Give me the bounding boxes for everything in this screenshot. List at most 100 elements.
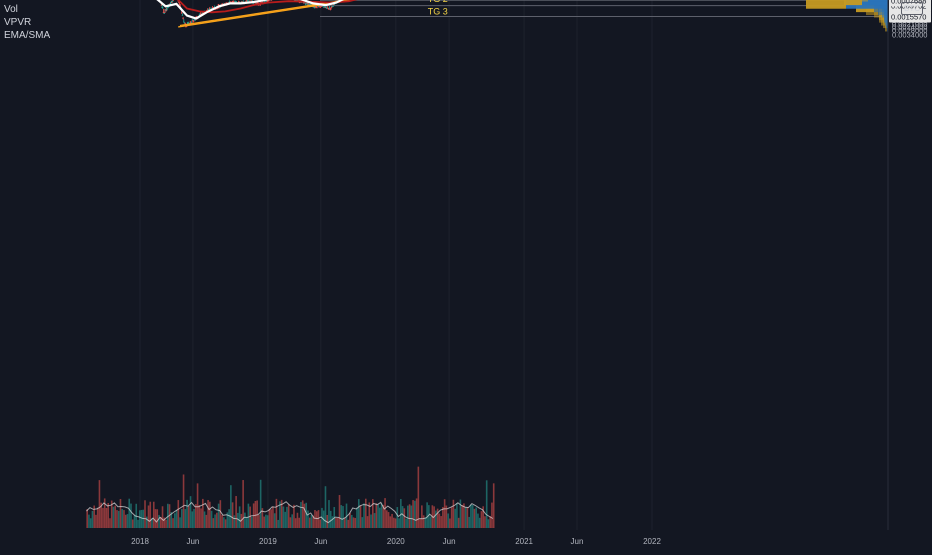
volume-bar: [342, 506, 344, 528]
candle-body: [305, 4, 306, 5]
volume-bar: [488, 519, 490, 528]
volume-bar: [339, 495, 341, 528]
volume-bar: [141, 510, 143, 528]
volume-bar: [269, 509, 271, 528]
volume-bar: [316, 511, 318, 528]
candle-body: [332, 6, 333, 7]
volume-bar: [153, 502, 155, 528]
volume-bar: [155, 509, 157, 528]
volume-bar: [120, 499, 122, 528]
volume-bar: [377, 505, 379, 528]
volume-bar: [489, 516, 491, 528]
volume-bar: [86, 509, 88, 528]
volume-bar: [456, 503, 458, 528]
volume-bar: [255, 501, 257, 528]
candle-body: [173, 0, 174, 1]
volume-bar: [468, 517, 470, 528]
volume-bar: [220, 500, 222, 528]
volume-bar: [288, 504, 290, 528]
volume-bar: [404, 508, 406, 528]
indicator-ema-sma-label[interactable]: EMA/SMA: [4, 30, 50, 41]
indicator-vpvr-label[interactable]: VPVR: [4, 17, 31, 28]
volume-bar: [132, 519, 134, 528]
candle-body: [193, 21, 194, 22]
volume-bar: [144, 500, 146, 528]
volume-bar: [472, 505, 474, 528]
volume-bar: [453, 500, 455, 528]
candle-body: [166, 9, 167, 10]
volume-bar: [130, 504, 132, 528]
volume-bar: [209, 502, 211, 528]
volume-bar: [206, 515, 208, 528]
candle-body: [162, 8, 163, 9]
time-axis-tick-label: 2021: [515, 537, 533, 546]
volume-bar: [347, 520, 349, 528]
time-axis-tick-label: Jun: [314, 537, 327, 546]
volume-bar: [493, 483, 495, 528]
time-axis-tick-label: 2018: [131, 537, 149, 546]
volume-bar: [172, 518, 174, 528]
volume-bar: [474, 509, 476, 528]
volume-bar: [165, 520, 167, 528]
volume-bar: [353, 517, 355, 528]
volume-bar: [158, 515, 160, 528]
candle-body: [271, 0, 272, 1]
volume-bar: [139, 510, 141, 528]
volume-bar: [337, 518, 339, 528]
volume-bar: [477, 514, 479, 528]
time-axis-tick-label: 2022: [643, 537, 661, 546]
volume-bar: [354, 518, 356, 528]
volume-bar: [454, 509, 456, 528]
volume-bar: [283, 506, 285, 528]
volume-bar: [319, 519, 321, 528]
candle-body: [163, 13, 164, 14]
volume-bar: [232, 502, 234, 528]
volume-bar: [204, 511, 206, 528]
volume-bar: [148, 505, 150, 528]
volume-bar: [137, 520, 139, 528]
candle-body: [182, 15, 183, 16]
volume-bar: [340, 505, 342, 528]
volume-bar: [90, 518, 92, 528]
volume-bar: [274, 513, 276, 528]
volume-bar: [442, 507, 444, 528]
volume-bar: [125, 515, 127, 528]
volume-bar: [421, 505, 423, 528]
candle-body: [323, 7, 324, 8]
volume-bar: [428, 505, 430, 528]
volume-bar: [297, 513, 299, 528]
volume-bar: [113, 507, 115, 528]
volume-bar: [207, 500, 209, 528]
volume-bar: [195, 504, 197, 528]
volume-bar: [475, 508, 477, 528]
volume-bar: [439, 514, 441, 528]
candle-body: [172, 1, 173, 2]
volume-bar: [491, 503, 493, 528]
volume-bar: [365, 499, 367, 528]
candle-body: [236, 2, 237, 3]
volume-bar: [430, 516, 432, 528]
volume-bar: [360, 505, 362, 528]
annotation-text: TG 3: [428, 7, 448, 17]
volume-bar: [199, 505, 201, 528]
volume-bar: [486, 480, 488, 528]
volume-bar: [375, 503, 377, 528]
volume-bar: [300, 502, 302, 528]
volume-bar: [295, 518, 297, 528]
currency-badge[interactable]: BTC: [901, 2, 923, 15]
volume-bar: [397, 507, 399, 528]
volume-bar: [302, 500, 304, 528]
volume-bar: [440, 516, 442, 528]
volume-bar: [88, 515, 90, 528]
volume-bar: [95, 515, 97, 528]
volume-bar: [188, 506, 190, 528]
volume-bar: [211, 511, 213, 528]
volume-bar: [291, 514, 293, 528]
volume-bar: [284, 512, 286, 528]
volume-bar: [265, 515, 267, 528]
volume-bar: [356, 508, 358, 528]
volume-bar: [156, 509, 158, 528]
indicator-vol-label[interactable]: Vol: [4, 4, 18, 15]
